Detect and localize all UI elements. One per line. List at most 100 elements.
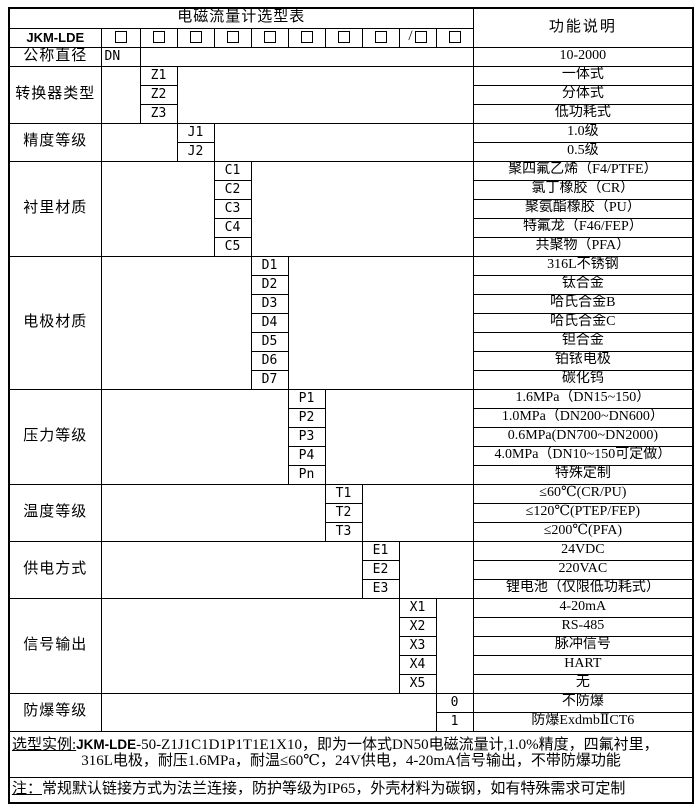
spacer-cell (100, 388, 289, 485)
function-desc: 4-20mA (472, 597, 694, 618)
code-cell: C2 (213, 179, 252, 200)
model-code-cell (324, 27, 363, 48)
function-desc: 共聚物（PFA） (472, 236, 694, 257)
function-desc: ≤60℃(CR/PU) (472, 483, 694, 504)
category-label: 供电方式 (8, 540, 102, 599)
code-cell: D5 (250, 331, 289, 352)
function-desc: 低功耗式 (472, 103, 694, 124)
model-checkbox[interactable] (189, 30, 202, 43)
function-desc: 1.0MPa（DN200~DN600） (472, 407, 694, 428)
code-cell: C3 (213, 198, 252, 219)
code-cell: D1 (250, 255, 289, 276)
category-label: 衬里材质 (8, 160, 102, 257)
example-line1: 选型实例:JKM-LDE-50-Z1J1C1D1P1T1E1X10，即为一体式D… (12, 737, 690, 754)
model-prefix: JKM-LDE (8, 27, 102, 48)
function-desc: 特殊定制 (472, 464, 694, 485)
model-code-cell (250, 27, 289, 48)
note-prefix: 注： (12, 780, 43, 797)
model-checkbox[interactable] (448, 30, 461, 43)
example-line2-text: 316L电极，耐压1.6MPa，耐温≤60℃，24V供电，4-20mA信号输出，… (81, 753, 621, 769)
code-cell: T2 (324, 502, 363, 523)
function-desc: 聚四氟乙烯（F4/PTFE） (472, 160, 694, 181)
function-desc: 分体式 (472, 84, 694, 105)
function-desc: RS-485 (472, 616, 694, 637)
function-desc: 1.0级 (472, 122, 694, 143)
spacer-cell (100, 122, 178, 162)
function-desc: 不防爆 (472, 692, 694, 713)
code-cell: J2 (176, 141, 215, 162)
model-code-cell (176, 27, 215, 48)
example-model: JKM-LDE (76, 737, 137, 753)
model-checkbox[interactable] (226, 30, 239, 43)
function-desc: 10-2000 (472, 46, 694, 67)
spacer-cell (139, 46, 474, 67)
model-checkbox[interactable] (152, 30, 165, 43)
model-checkbox[interactable] (114, 30, 127, 43)
function-desc: HART (472, 654, 694, 675)
model-code-cell (435, 27, 474, 48)
function-desc: 碳化钨 (472, 369, 694, 390)
function-desc: ≤120℃(PTEP/FEP) (472, 502, 694, 523)
code-cell: P1 (287, 388, 326, 409)
function-desc: 钽合金 (472, 331, 694, 352)
code-cell: C1 (213, 160, 252, 181)
function-desc: 24VDC (472, 540, 694, 561)
code-cell: E1 (361, 540, 400, 561)
code-cell: DN (100, 46, 141, 67)
code-cell: X1 (398, 597, 437, 618)
function-desc: 特氟龙（F46/FEP） (472, 217, 694, 238)
category-label: 信号输出 (8, 597, 102, 694)
code-cell: X3 (398, 635, 437, 656)
selection-table: 电磁流量计选型表 功能说明 JKM-LDE / 公称直径 DN 10-2000 转换器… (8, 7, 695, 804)
spacer-cell (100, 65, 141, 124)
example-line1-text: -50-Z1J1C1D1P1T1E1X10，即为一体式DN50电磁流量计,1.0… (136, 737, 659, 754)
category-label: 电极材质 (8, 255, 102, 390)
code-cell: D6 (250, 350, 289, 371)
table-title: 电磁流量计选型表 (8, 7, 474, 29)
spacer-cell (100, 255, 252, 390)
code-cell: Z1 (139, 65, 178, 86)
spacer-cell (324, 388, 474, 485)
code-cell: Z3 (139, 103, 178, 124)
spacer-cell (213, 122, 474, 162)
function-desc: 锂电池（仅限低功耗式） (472, 578, 694, 599)
function-column-header: 功能说明 (472, 7, 694, 48)
model-checkbox[interactable] (263, 30, 276, 43)
function-desc: 哈氏合金C (472, 312, 694, 333)
model-code-cell (287, 27, 326, 48)
function-desc: ≤200℃(PFA) (472, 521, 694, 542)
category-label: 转换器类型 (8, 65, 102, 124)
model-code-cell (100, 27, 141, 48)
code-cell: T1 (324, 483, 363, 504)
function-desc: 钛合金 (472, 274, 694, 295)
code-cell: E2 (361, 559, 400, 580)
model-checkbox[interactable] (374, 30, 387, 43)
model-code-cell: / (398, 27, 437, 48)
model-checkbox[interactable] (337, 30, 350, 43)
code-cell: D3 (250, 293, 289, 314)
spacer-cell (100, 597, 400, 694)
spacer-cell (100, 692, 437, 732)
spacer-cell (176, 65, 474, 124)
note-text: 常规默认链接方式为法兰连接，防护等级为IP65，外壳材料为碳钢，如有特殊需求可定… (42, 780, 626, 797)
code-cell: X2 (398, 616, 437, 637)
function-desc: 220VAC (472, 559, 694, 580)
spacer-cell (100, 483, 326, 542)
model-code-cell (213, 27, 252, 48)
code-cell: Pn (287, 464, 326, 485)
code-cell: C5 (213, 236, 252, 257)
model-checkbox[interactable] (300, 30, 313, 43)
spacer-cell (100, 540, 363, 599)
category-label: 压力等级 (8, 388, 102, 485)
code-cell: D4 (250, 312, 289, 333)
function-desc: 哈氏合金B (472, 293, 694, 314)
example-prefix: 选型实例: (12, 737, 77, 754)
model-code-cell (139, 27, 178, 48)
model-checkbox[interactable] (414, 31, 427, 44)
function-desc: 防爆ExdmbⅡCT6 (472, 711, 694, 732)
slash-separator: / (408, 28, 413, 44)
code-cell: 1 (435, 711, 474, 732)
code-cell: X5 (398, 673, 437, 694)
code-cell: D2 (250, 274, 289, 295)
